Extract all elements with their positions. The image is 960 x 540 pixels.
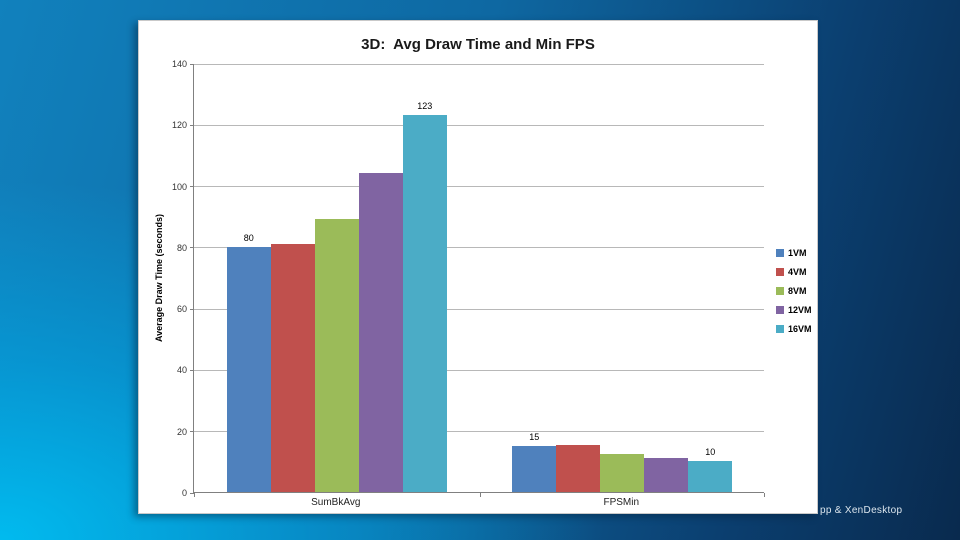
legend-swatch-16vm — [776, 324, 784, 333]
y-tick-100 — [190, 186, 194, 188]
y-tick-label-120: 120 — [171, 120, 187, 131]
y-tick-label-80: 80 — [176, 242, 187, 253]
legend-item-12vm: 12VM — [776, 300, 812, 319]
y-tick-label-0: 0 — [181, 488, 187, 498]
bar-label-1vm-fpsmin: 15 — [529, 432, 540, 443]
gridline-20 — [194, 431, 764, 433]
chart-title: 3D: Avg Draw Time and Min FPS — [361, 36, 595, 53]
legend-swatch-4vm — [776, 267, 784, 276]
gridline-60 — [194, 308, 764, 310]
bar-8vm-sumbkavg — [314, 219, 359, 492]
gridline-100 — [194, 186, 764, 188]
chart-panel: 3D: Avg Draw Time and Min FPS Average Dr… — [138, 20, 818, 514]
gridline-40 — [194, 369, 764, 371]
legend: 1VM 4VM 8VM 12VM 16VM — [776, 243, 812, 338]
bar-1vm-sumbkavg — [226, 246, 271, 492]
bar-1vm-fpsmin — [512, 446, 557, 492]
legend-label-4vm: 4VM — [788, 266, 807, 277]
bar-16vm-fpsmin — [688, 461, 733, 492]
y-tick-20 — [190, 431, 194, 433]
y-tick-120 — [190, 124, 194, 126]
footer-text: pp & XenDesktop — [820, 505, 903, 516]
y-tick-label-100: 100 — [171, 181, 187, 192]
legend-item-4vm: 4VM — [776, 262, 812, 281]
bar-16vm-sumbkavg — [402, 115, 447, 492]
y-tick-140 — [190, 63, 194, 65]
y-tick-0 — [190, 492, 194, 494]
gridline-120 — [194, 124, 764, 126]
legend-item-8vm: 8VM — [776, 281, 812, 300]
y-tick-label-20: 20 — [176, 426, 187, 437]
y-axis-labels: 0 20 40 60 80 100 120 140 — [139, 59, 187, 498]
category-label-fpsmin: FPSMin — [603, 497, 640, 508]
bar-label-16vm-sumbkavg: 123 — [417, 101, 433, 112]
x-tick-0 — [194, 493, 195, 497]
bar-12vm-sumbkavg — [358, 173, 403, 492]
bar-label-1vm-sumbkavg: 80 — [243, 232, 254, 243]
x-tick-2 — [764, 493, 765, 497]
x-tick-1 — [479, 493, 481, 497]
y-tick-60 — [190, 308, 194, 310]
legend-label-12vm: 12VM — [788, 304, 812, 315]
bar-4vm-sumbkavg — [270, 243, 315, 492]
legend-swatch-8vm — [776, 286, 784, 295]
bar-4vm-fpsmin — [556, 444, 601, 492]
legend-label-1vm: 1VM — [788, 247, 807, 258]
legend-swatch-12vm — [776, 305, 784, 314]
category-label-sumbkavg: SumBkAvg — [311, 497, 361, 508]
bar-8vm-fpsmin — [600, 453, 645, 492]
y-tick-label-40: 40 — [176, 365, 187, 376]
gridline-140 — [194, 63, 764, 65]
bar-label-16vm-fpsmin: 10 — [705, 447, 716, 458]
bar-12vm-fpsmin — [644, 458, 689, 492]
y-tick-label-140: 140 — [171, 59, 187, 69]
legend-label-16vm: 16VM — [788, 323, 812, 334]
plot-area: 80 123 15 10 — [190, 63, 765, 497]
y-tick-label-60: 60 — [176, 304, 187, 315]
legend-label-8vm: 8VM — [788, 285, 807, 296]
legend-item-1vm: 1VM — [776, 243, 812, 262]
gridline-80 — [194, 247, 764, 249]
y-tick-80 — [190, 247, 194, 249]
x-axis-labels: SumBkAvg FPSMin — [193, 497, 764, 508]
legend-item-16vm: 16VM — [776, 319, 812, 338]
y-tick-40 — [190, 369, 194, 371]
legend-swatch-1vm — [776, 248, 784, 257]
